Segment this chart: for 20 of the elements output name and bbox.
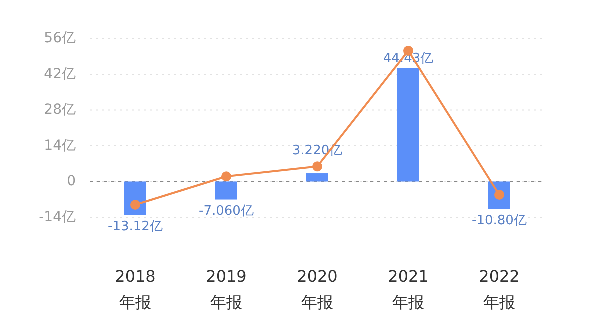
data-label: -7.060亿 [199, 204, 254, 219]
data-label: -10.80亿 [472, 213, 527, 228]
point [222, 172, 232, 182]
y-tick-label: 28亿 [44, 102, 76, 118]
x-tick-label: 2022 年报 [479, 267, 520, 312]
bar [306, 174, 328, 182]
y-tick-label: 0 [67, 174, 76, 190]
x-tick-label: 2020 年报 [297, 267, 338, 312]
y-tick-label: 56亿 [44, 30, 76, 47]
bar [216, 182, 238, 200]
x-tick-label: 2021 年报 [388, 267, 429, 312]
bar [398, 68, 420, 182]
y-tick-label: -14亿 [39, 210, 76, 226]
x-tick-label: 2018 年报 [115, 267, 156, 312]
point [130, 200, 140, 210]
y-tick-label: 14亿 [44, 138, 76, 154]
data-label: -13.12亿 [108, 219, 163, 234]
point [312, 162, 322, 172]
y-tick-label: 42亿 [44, 66, 76, 82]
x-tick-label: 2019 年报 [206, 267, 247, 312]
